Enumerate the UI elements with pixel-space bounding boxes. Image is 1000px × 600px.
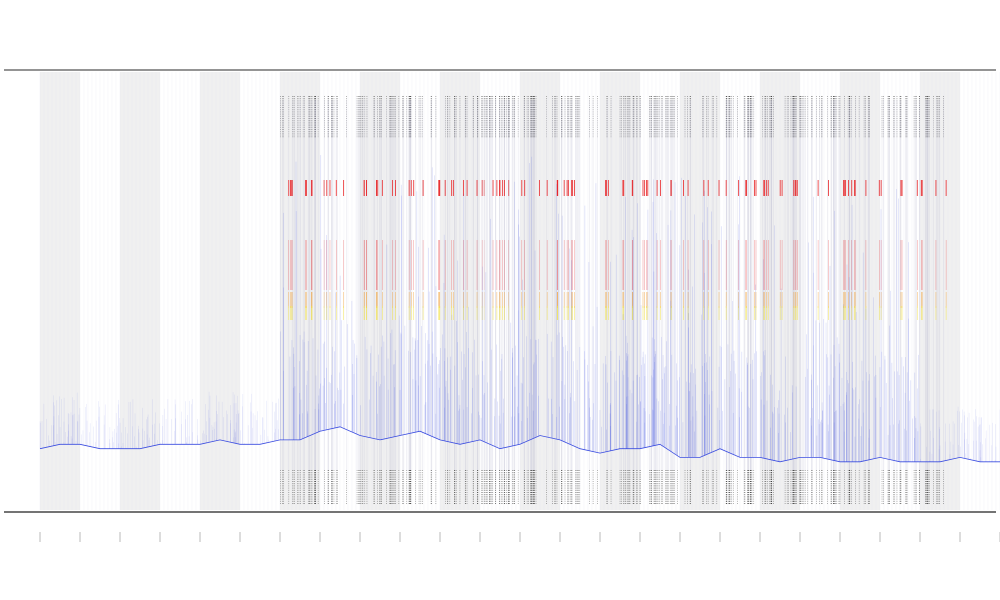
x-axis-ticks	[39, 532, 1000, 542]
grid-lines	[39, 72, 1000, 510]
series-line	[39, 426, 1000, 463]
series-spikes	[39, 155, 1000, 462]
event-markers	[280, 96, 947, 505]
